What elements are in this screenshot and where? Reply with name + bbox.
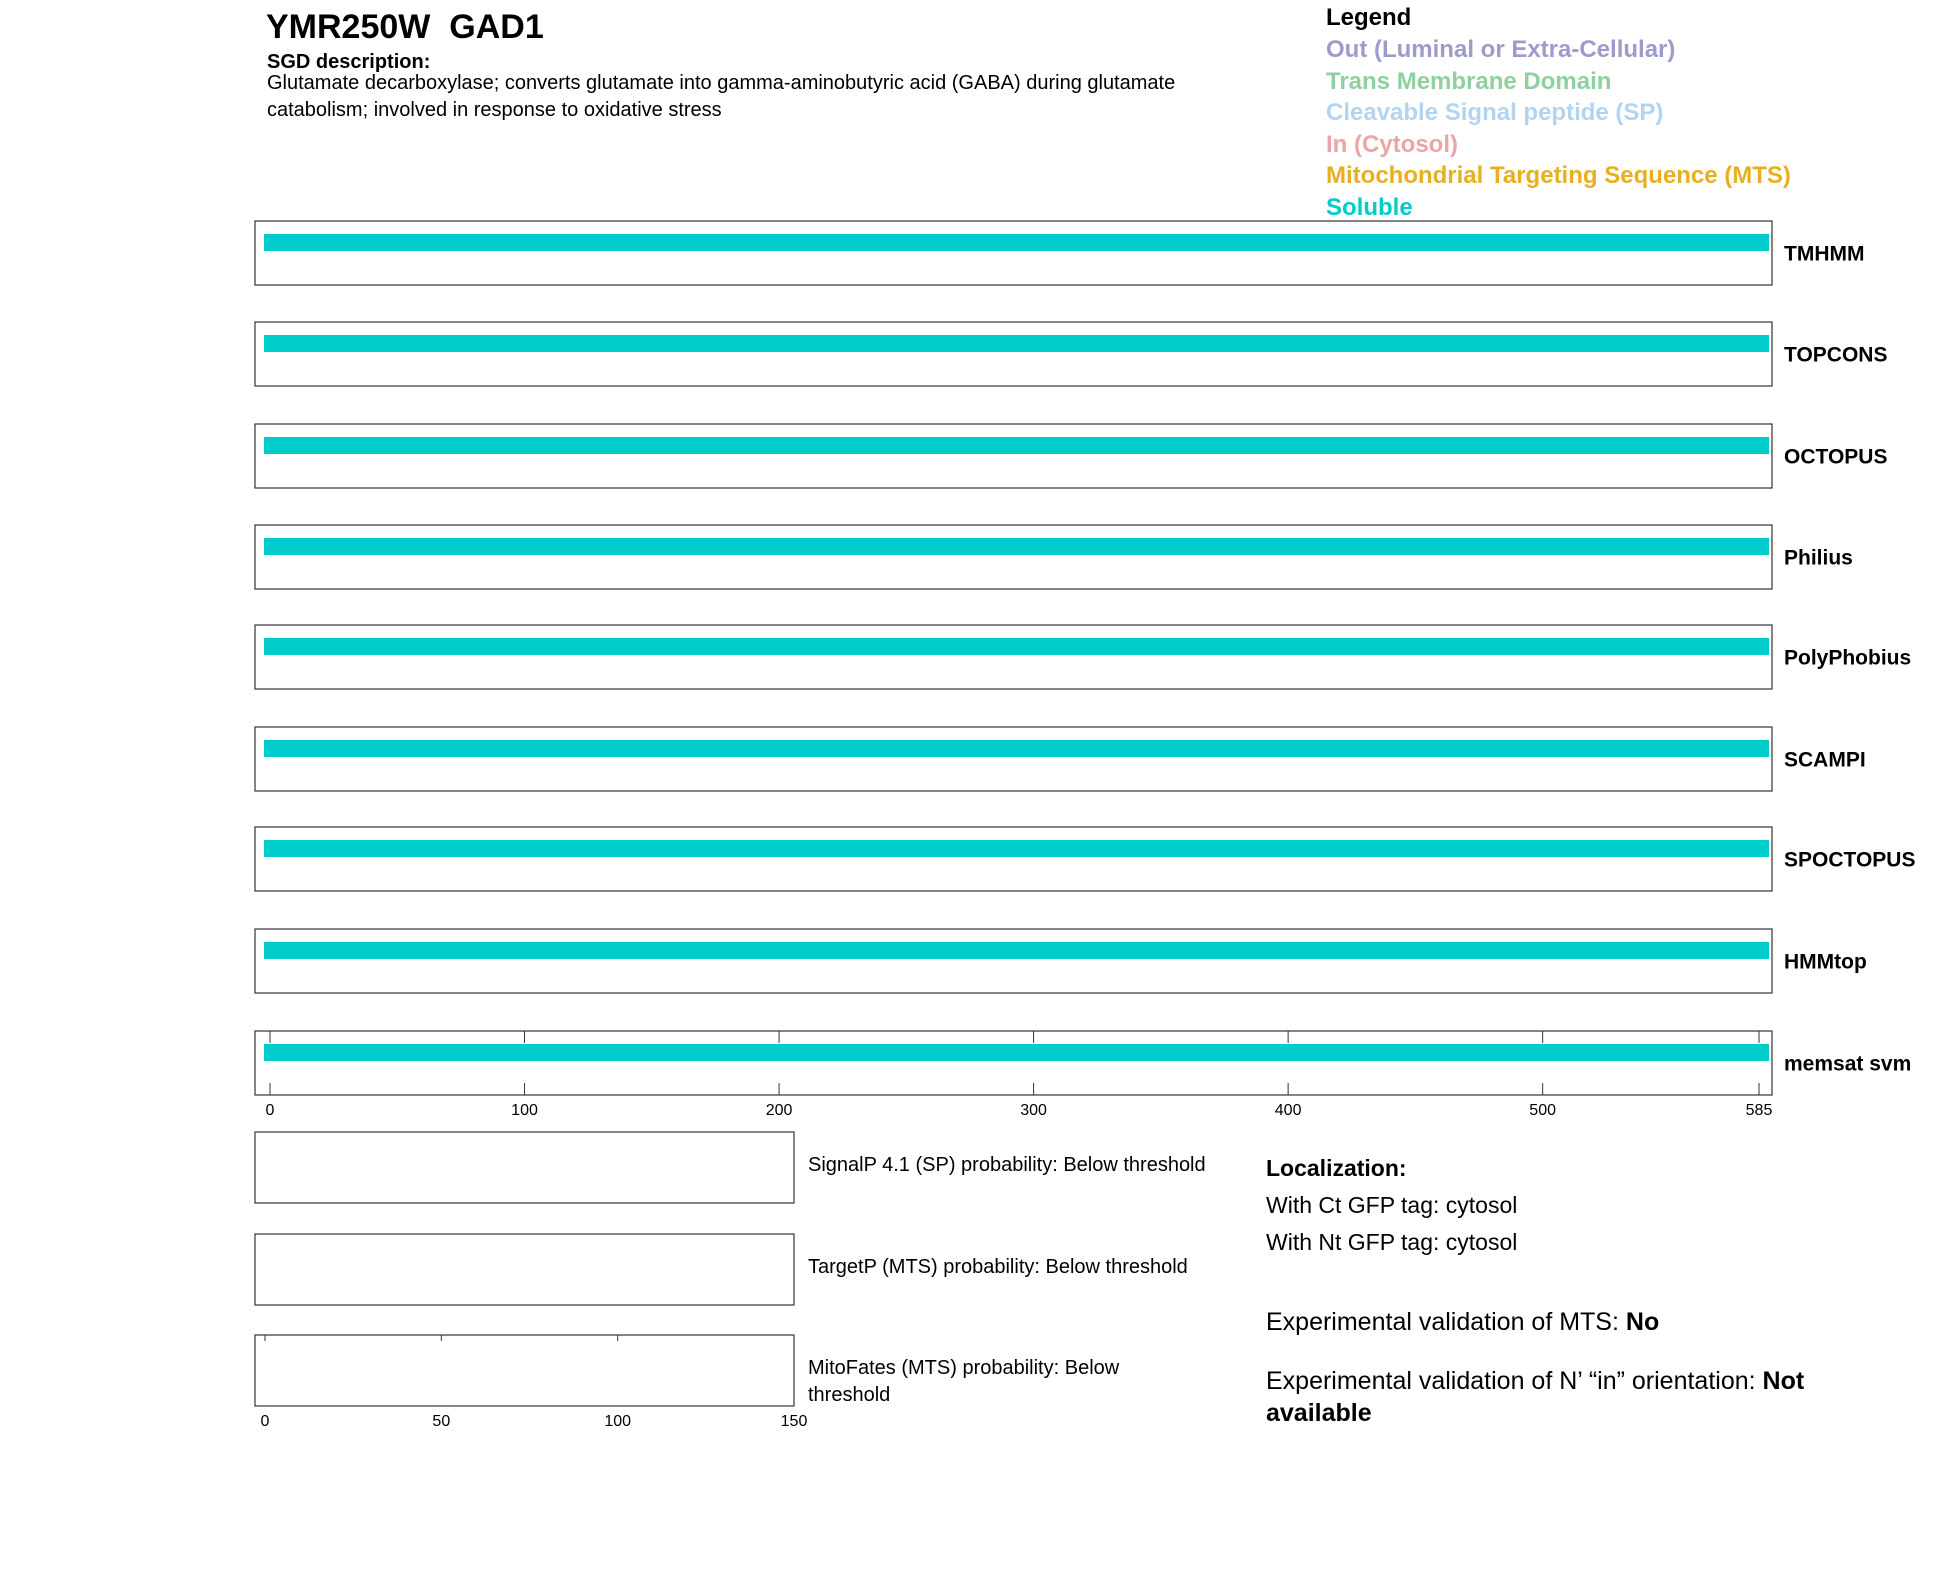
probability-box <box>254 1334 795 1407</box>
legend-item: Mitochondrial Targeting Sequence (MTS) <box>1326 162 1791 190</box>
validation-item: Experimental validation of MTS: No <box>1266 1306 1826 1338</box>
localization-line: With Ct GFP tag: cytosol <box>1266 1192 1518 1218</box>
track-box <box>254 624 1773 690</box>
segment <box>264 538 1769 555</box>
validation: Experimental validation of MTS: No Exper… <box>1266 1306 1826 1429</box>
track-box <box>254 928 1773 994</box>
x-tick-label: 500 <box>1529 1102 1556 1119</box>
validation-label: Experimental validation of N’ “in” orien… <box>1266 1367 1756 1395</box>
legend-item: In (Cytosol) <box>1326 130 1458 158</box>
legend-item: Out (Luminal or Extra-Cellular) <box>1326 36 1676 63</box>
description: Glutamate decarboxylase; converts glutam… <box>267 72 1176 121</box>
track-box <box>254 220 1773 286</box>
segment <box>264 437 1769 454</box>
x-tick-label: 200 <box>766 1102 793 1119</box>
x-tick-label: 300 <box>1020 1102 1047 1119</box>
localization-line: With Nt GFP tag: cytosol <box>1266 1229 1518 1255</box>
track-label: OCTOPUS <box>1784 446 1887 469</box>
validation-label: Experimental validation of MTS: <box>1266 1308 1619 1336</box>
segment <box>264 1044 1769 1061</box>
validation-value: Not available <box>1266 1367 1805 1427</box>
track-box <box>254 321 1773 387</box>
localization: Localization: With Ct GFP tag: cytosol W… <box>1266 1150 1517 1261</box>
x-tick-label: 585 <box>1746 1102 1773 1119</box>
segment <box>264 942 1769 959</box>
track-box <box>254 826 1773 892</box>
x-tick-label: 100 <box>511 1102 538 1119</box>
track-label: SCAMPI <box>1784 749 1866 772</box>
track-box <box>254 524 1773 590</box>
probability-box <box>254 1131 795 1204</box>
localization-title: Localization: <box>1266 1155 1407 1181</box>
track-label: HMMtop <box>1784 951 1867 974</box>
track-label: TOPCONS <box>1784 344 1887 367</box>
track-box <box>254 1030 1773 1096</box>
x-tick-label: 100 <box>604 1413 631 1430</box>
legend-item: Trans Membrane Domain <box>1326 67 1612 95</box>
track-label: TMHMM <box>1784 243 1864 266</box>
track-label: Philius <box>1784 547 1853 570</box>
track-label: SPOCTOPUS <box>1784 849 1915 872</box>
probability-box <box>254 1233 795 1306</box>
x-tick-label: 400 <box>1275 1102 1302 1119</box>
description-label: SGD description: <box>267 51 431 73</box>
legend-item: Cleavable Signal peptide (SP) <box>1326 99 1664 127</box>
validation-value: No <box>1625 1308 1660 1336</box>
legend-item: Soluble <box>1326 193 1413 221</box>
x-tick-label: 150 <box>781 1413 808 1430</box>
probability-label: MitoFates (MTS) probability: Below thres… <box>808 1357 1120 1406</box>
segment <box>264 840 1769 857</box>
track-box <box>254 726 1773 792</box>
segment <box>264 638 1769 655</box>
x-tick-label: 50 <box>432 1413 450 1430</box>
track-label: PolyPhobius <box>1784 647 1911 670</box>
probability-label: SignalP 4.1 (SP) probability: Below thre… <box>808 1154 1206 1176</box>
x-tick-label: 0 <box>266 1102 275 1119</box>
segment <box>264 740 1769 757</box>
probability-label: TargetP (MTS) probability: Below thresho… <box>808 1256 1188 1278</box>
track-label: memsat svm <box>1784 1053 1911 1076</box>
title: YMR250W GAD1 <box>266 8 544 46</box>
segment <box>264 335 1769 352</box>
segment <box>264 234 1769 251</box>
track-box <box>254 423 1773 489</box>
legend: Legend Out (Luminal or Extra-Cellular) Tr… <box>1326 4 1791 226</box>
legend-title: Legend <box>1326 4 1412 31</box>
x-tick-label: 0 <box>261 1413 270 1430</box>
validation-item: Experimental validation of N’ “in” orien… <box>1266 1365 1826 1429</box>
